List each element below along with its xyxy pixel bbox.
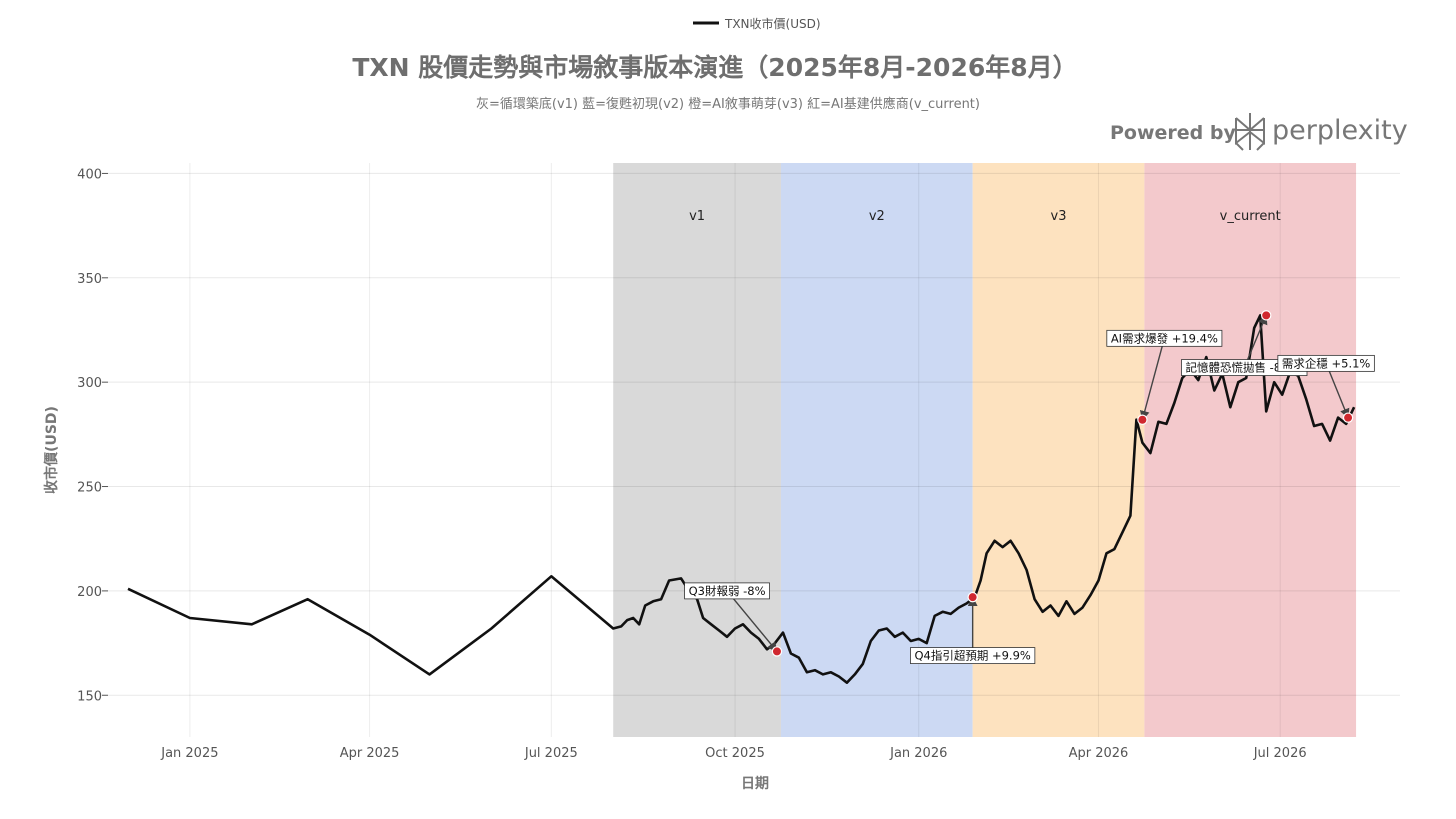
x-tick-label: Jul 2026: [1253, 746, 1307, 761]
annotation-text: 記憶體恐慌拋售 -8.8%: [1185, 361, 1303, 375]
phase-band-v2: [780, 163, 973, 737]
perplexity-wordmark: perplexity: [1272, 115, 1408, 146]
band-label-v1: v1: [689, 209, 705, 224]
annotation-arrow: [726, 590, 778, 653]
y-tick-label: 300: [77, 376, 102, 391]
annotation-text: 需求企穩 +5.1%: [1282, 356, 1371, 370]
annotation-text: Q4指引超預期 +9.9%: [914, 649, 1030, 663]
x-tick-label: Oct 2025: [705, 746, 765, 761]
price-line: [127, 314, 1356, 684]
annotation-label: Q4指引超預期 +9.9%: [910, 647, 1036, 664]
legend-label: TXN收市價(USD): [724, 16, 821, 31]
event-marker: [1137, 414, 1148, 425]
x-axis-ticks: Jan 2025 Apr 2025 Jul 2025 Oct 2025 Jan 2026…: [160, 746, 1306, 761]
event-marker: [1342, 412, 1354, 423]
x-axis-title: 日期: [741, 776, 769, 792]
annotation-text: AI需求爆發 +19.4%: [1111, 331, 1218, 345]
annotations: Q3財報弱 -8% Q4指引超預期 +9.9% AI需求爆發 +19.4% 記憶體恐慌…: [684, 314, 1375, 664]
y-tick-label: 200: [77, 585, 102, 600]
event-marker: [967, 591, 978, 603]
x-tick-label: Apr 2026: [1069, 746, 1129, 761]
x-tick-label: Jul 2025: [524, 746, 578, 761]
chart-subtitle: 灰=循環築底(v1) 藍=復甦初現(v2) 橙=AI敘事萌芽(v3) 紅=AI基…: [476, 96, 980, 112]
branding: Powered by perplexity: [1110, 113, 1408, 151]
band-label-v3: v3: [1051, 209, 1067, 224]
annotation-arrow: [1325, 363, 1350, 419]
y-tick-label: 150: [77, 689, 102, 704]
y-tick-label: 350: [77, 272, 102, 287]
y-axis-title: 收市價(USD): [43, 406, 60, 494]
phase-band-v1: [613, 163, 781, 737]
x-tick-label: Apr 2025: [340, 746, 400, 761]
legend[interactable]: TXN收市價(USD): [693, 16, 821, 31]
annotation-label: AI需求爆發 +19.4%: [1106, 329, 1223, 347]
annotation-arrow: [1139, 338, 1166, 421]
annotation-label: 記憶體恐慌拋售 -8.8%: [1181, 359, 1308, 376]
annotation-arrow: [1243, 314, 1268, 368]
annotation-box: [910, 647, 1036, 664]
perplexity-logo-icon: [1235, 113, 1265, 151]
phase-band-labels: v1 v2 v3 v_current: [689, 209, 1281, 224]
price-line-layer: [127, 314, 1356, 684]
annotation-box: [1106, 329, 1223, 347]
event-marker: [1261, 310, 1272, 321]
band-label-v2: v2: [869, 209, 885, 224]
chart-title: TXN 股價走勢與市場敘事版本演進（2025年8月-2026年8月）: [352, 53, 1077, 82]
band-label-v_current: v_current: [1220, 209, 1281, 224]
y-axis-ticks: 150 200 250 300 350 400: [77, 167, 108, 704]
phase-band-v_current: [1144, 163, 1357, 737]
event-marker: [771, 646, 783, 657]
annotation-label: Q3財報弱 -8%: [684, 582, 770, 600]
annotation-box: [684, 582, 770, 600]
powered-by-text: Powered by: [1110, 122, 1236, 144]
y-tick-label: 250: [77, 481, 102, 496]
event-markers: [771, 310, 1354, 657]
annotation-label: 需求企穩 +5.1%: [1277, 354, 1375, 372]
annotation-text: Q3財報弱 -8%: [689, 584, 766, 598]
phase-bands: [613, 163, 1357, 737]
phase-band-v3: [972, 163, 1145, 737]
gridlines: [108, 163, 1400, 737]
x-tick-label: Jan 2026: [889, 746, 947, 761]
x-tick-label: Jan 2025: [160, 746, 218, 761]
y-tick-label: 400: [77, 167, 102, 182]
annotation-box: [1277, 354, 1375, 372]
